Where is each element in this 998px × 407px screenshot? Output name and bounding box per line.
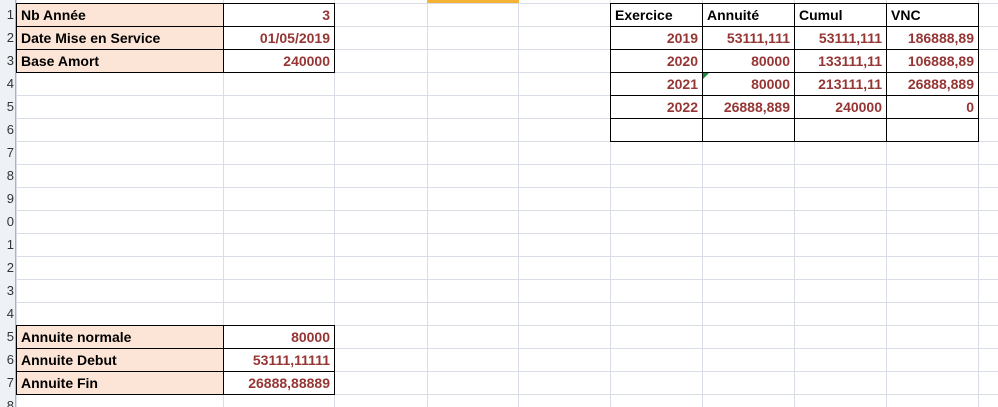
grid-row-line [0, 348, 998, 349]
selected-column-marker [427, 0, 519, 3]
row-header[interactable]: 5 [6, 329, 14, 344]
grid-column-line [518, 0, 519, 407]
table-cell-annuite-2022[interactable]: 26888,889 [702, 95, 795, 119]
row-header[interactable]: 3 [6, 53, 14, 68]
grid-row-line [0, 164, 998, 165]
table-cell-exercice-2019[interactable]: 2019 [610, 26, 703, 50]
table-cell-exercice-2022[interactable]: 2022 [610, 95, 703, 119]
grid-column-line [702, 0, 703, 407]
annuity-value-debut[interactable]: 53111,11111 [223, 348, 335, 372]
grid-row-line [0, 72, 998, 73]
grid-row-line [0, 49, 998, 50]
table-cell-cumul-2021[interactable]: 213111,11 [794, 72, 887, 96]
annuity-label-normale[interactable]: Annuite normale [16, 325, 224, 349]
table-cell-vnc-2021[interactable]: 26888,889 [886, 72, 979, 96]
grid-column-line [978, 0, 979, 407]
row-header[interactable]: 1 [6, 237, 14, 252]
annuity-value-fin[interactable]: 26888,88889 [223, 371, 335, 395]
grid-row-line [0, 187, 998, 188]
grid-column-line [334, 0, 335, 407]
grid-row-line [0, 302, 998, 303]
table-header-exercice[interactable]: Exercice [610, 3, 703, 27]
table-cell-cumul-2019[interactable]: 53111,111 [794, 26, 887, 50]
formula-error-indicator [703, 73, 709, 79]
grid-column-line [886, 0, 887, 407]
grid-column-line [610, 0, 611, 407]
table-header-annuite[interactable]: Annuité [702, 3, 795, 27]
row-header[interactable]: 2 [6, 30, 14, 45]
grid-row-line [0, 210, 998, 211]
table-cell-annuite-2019[interactable]: 53111,111 [702, 26, 795, 50]
grid-column-line [16, 0, 17, 407]
table-cell-cumul-2022[interactable]: 240000 [794, 95, 887, 119]
grid-row-line [0, 118, 998, 119]
table-cell-vnc-2020[interactable]: 106888,89 [886, 49, 979, 73]
param-value-nb-annee[interactable]: 3 [223, 3, 335, 27]
table-cell-vnc-2019[interactable]: 186888,89 [886, 26, 979, 50]
row-header[interactable]: 6 [6, 122, 14, 137]
grid-row-line [0, 325, 998, 326]
table-empty-cell[interactable] [610, 118, 703, 142]
row-header[interactable]: 8 [6, 168, 14, 183]
table-cell-exercice-2021[interactable]: 2021 [610, 72, 703, 96]
grid-row-line [0, 233, 998, 234]
grid-column-line [223, 0, 224, 407]
row-header[interactable]: 6 [6, 352, 14, 367]
param-label-base-amort[interactable]: Base Amort [16, 49, 224, 73]
table-cell-annuite-2020[interactable]: 80000 [702, 49, 795, 73]
row-header[interactable]: 7 [6, 375, 14, 390]
param-label-nb-annee[interactable]: Nb Année [16, 3, 224, 27]
row-header[interactable]: 0 [6, 214, 14, 229]
table-cell-vnc-2022[interactable]: 0 [886, 95, 979, 119]
grid-row-line [0, 394, 998, 395]
row-header-column [0, 0, 16, 407]
table-header-cumul[interactable]: Cumul [794, 3, 887, 27]
row-header[interactable]: 4 [6, 76, 14, 91]
grid-row-line [0, 3, 998, 4]
table-empty-cell[interactable] [702, 118, 795, 142]
annuity-value-normale[interactable]: 80000 [223, 325, 335, 349]
row-header[interactable]: 8 [6, 398, 14, 407]
annuity-label-fin[interactable]: Annuite Fin [16, 371, 224, 395]
table-cell-exercice-2020[interactable]: 2020 [610, 49, 703, 73]
grid-column-line [794, 0, 795, 407]
row-header[interactable]: 2 [6, 260, 14, 275]
param-label-date-mise-en-service[interactable]: Date Mise en Service [16, 26, 224, 50]
row-header[interactable]: 1 [6, 7, 14, 22]
annuity-label-debut[interactable]: Annuite Debut [16, 348, 224, 372]
table-cell-annuite-2021[interactable]: 80000 [702, 72, 795, 96]
table-empty-cell[interactable] [886, 118, 979, 142]
grid-row-line [0, 141, 998, 142]
param-value-date-mise-en-service[interactable]: 01/05/2019 [223, 26, 335, 50]
grid-row-line [0, 279, 998, 280]
row-header[interactable]: 9 [6, 191, 14, 206]
table-cell-cumul-2020[interactable]: 133111,11 [794, 49, 887, 73]
table-empty-cell[interactable] [794, 118, 887, 142]
grid-row-line [0, 371, 998, 372]
grid-row-line [0, 26, 998, 27]
row-header[interactable]: 3 [6, 283, 14, 298]
table-header-vnc[interactable]: VNC [886, 3, 979, 27]
grid-row-line [0, 256, 998, 257]
row-header[interactable]: 7 [6, 145, 14, 160]
row-header[interactable]: 4 [6, 306, 14, 321]
row-header[interactable]: 5 [6, 99, 14, 114]
grid-row-line [0, 95, 998, 96]
grid-column-line [427, 0, 428, 407]
param-value-base-amort[interactable]: 240000 [223, 49, 335, 73]
